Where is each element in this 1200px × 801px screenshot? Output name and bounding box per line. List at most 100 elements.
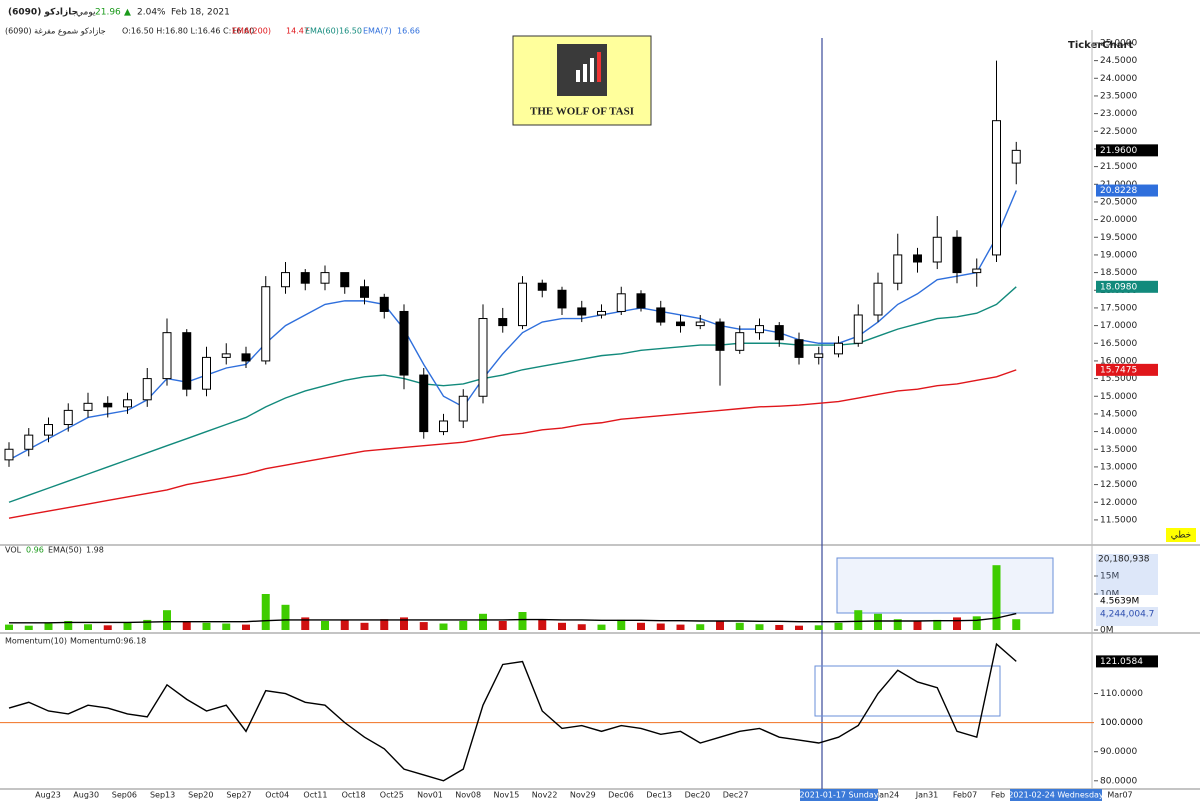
- candle-body: [498, 318, 508, 327]
- candle-body: [656, 307, 666, 323]
- candle-body: [261, 286, 271, 362]
- y-tick-label: 20.0000: [1100, 215, 1137, 225]
- volume-bar: [538, 619, 547, 630]
- candle-body: [4, 448, 14, 461]
- volume-bar: [242, 624, 250, 630]
- legend-value: 1.98: [86, 546, 104, 555]
- legend-value: 16.66: [397, 27, 420, 36]
- price-tag: [1096, 655, 1158, 668]
- candle-body: [300, 272, 310, 284]
- selection-box: [814, 665, 1001, 717]
- logo-bar: [576, 70, 580, 82]
- y-tick-label: 17.5000: [1100, 303, 1137, 313]
- price: 21.96: [95, 8, 121, 18]
- x-tick-label: Feb: [991, 791, 1005, 800]
- volume-bar: [182, 621, 191, 630]
- logo-bar: [597, 52, 601, 82]
- x-tick-label: Dec20: [685, 791, 711, 800]
- x-tick-label: Sep06: [112, 791, 137, 800]
- volume-bar: [44, 623, 53, 630]
- y-tick-label: 10M: [1100, 590, 1119, 600]
- volume-bar: [755, 624, 764, 630]
- x-tick-label: Oct18: [342, 791, 366, 800]
- candle-body: [399, 310, 409, 376]
- x-tick-label: Oct25: [380, 791, 404, 800]
- candle-body: [597, 310, 606, 316]
- volume-bar: [340, 619, 349, 630]
- candle-body: [360, 286, 369, 298]
- candle-body: [1011, 149, 1021, 164]
- candle-body: [873, 282, 883, 316]
- volume-bar: [281, 604, 290, 630]
- price-tag-label: 4,244,004.7: [1100, 610, 1154, 620]
- candle-body: [202, 356, 211, 390]
- candle-body: [63, 409, 73, 426]
- candle-body: [755, 325, 764, 334]
- x-tick-label: Nov22: [532, 791, 558, 800]
- end-box: [1010, 789, 1102, 801]
- volume-bar: [419, 622, 428, 630]
- line-series: [8, 190, 1017, 461]
- candle-body: [557, 289, 567, 309]
- volume-bar: [656, 623, 665, 630]
- symbol: جازادكو (6090): [8, 8, 78, 18]
- candle-body: [478, 318, 488, 397]
- logo-bar: [590, 58, 594, 82]
- volume-bar: [103, 625, 112, 630]
- x-tick-label: Nov08: [455, 791, 481, 800]
- volume-bar: [380, 619, 389, 630]
- volume-bar: [360, 622, 369, 630]
- candle-body: [932, 236, 942, 263]
- candle-body: [83, 402, 93, 411]
- volume-bar: [854, 610, 863, 630]
- line-series: [8, 286, 1017, 503]
- x-tick-label: Nov01: [417, 791, 443, 800]
- y-tick-label: 22.5000: [1100, 127, 1137, 137]
- x-tick-label: Dec27: [723, 791, 749, 800]
- volume-bar: [696, 624, 705, 630]
- volume-bar: [1012, 619, 1021, 630]
- price-tag-label: 121.0584: [1100, 657, 1143, 667]
- volume-bar: [834, 622, 843, 630]
- y-top-label: 20,180,938: [1098, 555, 1150, 565]
- volume-bar: [953, 617, 961, 630]
- x-tick-label: Dec06: [608, 791, 634, 800]
- volume-bar: [735, 622, 744, 630]
- candle-body: [893, 254, 903, 284]
- style-button-label: خطي: [1171, 531, 1191, 541]
- x-tick-label: Oct11: [303, 791, 327, 800]
- legend: Momentum(10): [5, 637, 67, 646]
- candle-body: [735, 332, 745, 351]
- legend: EMA(50): [48, 546, 82, 555]
- candle-body: [44, 424, 53, 436]
- volume-bar: [163, 610, 171, 630]
- candle-body: [419, 374, 429, 433]
- x-tick-label: Nov29: [570, 791, 596, 800]
- volume-bar: [617, 619, 626, 630]
- volume-bar: [321, 621, 329, 630]
- candle-body: [281, 272, 290, 288]
- y-tick-label: 24.0000: [1100, 74, 1137, 84]
- price-tag: [1096, 608, 1158, 620]
- legend: VOL: [5, 546, 22, 555]
- legend: جازادكو شموع مفرغة (6090): [5, 27, 106, 36]
- end-label: 2021-02-24 Wednesday: [1008, 791, 1104, 800]
- volume-bar: [64, 621, 73, 630]
- legend-value: Momentum0:96.18: [70, 637, 146, 646]
- volume-bar: [5, 624, 13, 630]
- candle-body: [537, 282, 547, 291]
- volume-bar: [992, 565, 1001, 630]
- price-tag: [1096, 280, 1158, 293]
- candle-body: [715, 321, 725, 351]
- y-tick-label: 14.5000: [1100, 409, 1137, 419]
- legend: EMA(200): [232, 27, 271, 36]
- candle-body: [992, 120, 1001, 256]
- candle-body: [142, 378, 152, 401]
- volume-bar: [84, 624, 92, 630]
- candle-body: [834, 342, 843, 355]
- price-tag: [1096, 144, 1158, 157]
- volume-bar: [972, 616, 981, 630]
- candle-body: [221, 353, 231, 358]
- y-tick-label: 12.0000: [1100, 498, 1137, 508]
